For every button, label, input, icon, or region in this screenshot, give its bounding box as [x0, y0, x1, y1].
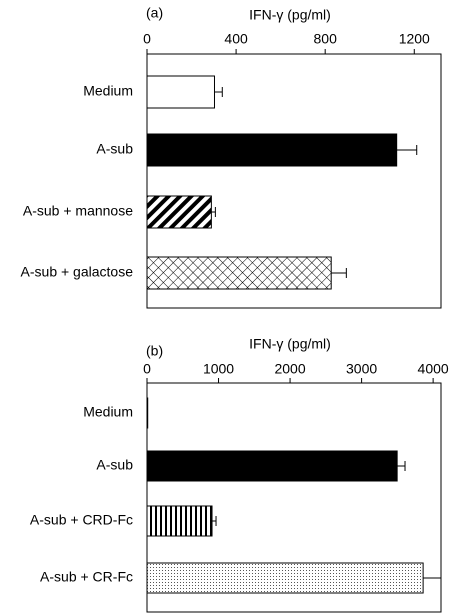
x-tick-label: 0 — [143, 361, 151, 377]
bar — [146, 133, 398, 167]
bar — [146, 505, 213, 537]
category-label: A-sub — [96, 141, 133, 157]
plot-frame — [146, 382, 442, 613]
category-label: Medium — [83, 404, 133, 420]
bar — [146, 450, 398, 482]
x-tick-label: 2000 — [274, 361, 305, 377]
bar — [146, 562, 424, 594]
x-tick-label: 400 — [224, 31, 248, 47]
bar — [146, 397, 149, 429]
category-label: A-sub + mannose — [23, 203, 133, 219]
x-tick-label: 3000 — [346, 361, 377, 377]
bar — [146, 195, 212, 229]
bar — [146, 256, 332, 290]
x-tick-label: 1200 — [399, 31, 430, 47]
category-label: Medium — [83, 83, 133, 99]
axis-title: IFN-γ (pg/ml) — [249, 7, 331, 23]
panel-label: (b) — [146, 343, 163, 359]
x-tick-label: 0 — [143, 31, 151, 47]
x-tick-label: 800 — [314, 31, 338, 47]
category-label: A-sub + CRD-Fc — [30, 512, 133, 528]
x-tick-label: 4000 — [418, 361, 449, 377]
category-label: A-sub + CR-Fc — [40, 569, 133, 585]
bar — [146, 75, 215, 109]
axis-title: IFN-γ (pg/ml) — [249, 336, 331, 352]
category-label: A-sub — [96, 457, 133, 473]
panel-label: (a) — [146, 5, 163, 21]
category-label: A-sub + galactose — [21, 264, 134, 280]
x-tick-label: 1000 — [203, 361, 234, 377]
plot-frame — [146, 53, 442, 309]
